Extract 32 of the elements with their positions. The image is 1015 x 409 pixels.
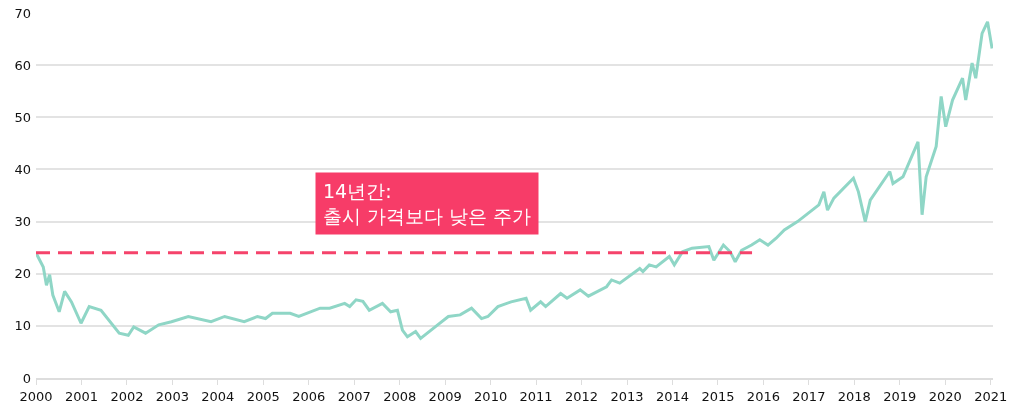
x-tick-label: 2003 xyxy=(155,388,189,404)
x-tick-label: 2000 xyxy=(19,388,53,404)
annotation: 14년간: 출시 가격보다 낮은 주가 xyxy=(323,180,532,227)
x-tick-label: 2014 xyxy=(655,388,690,404)
x-tick-label: 2017 xyxy=(792,388,826,404)
x-tick-label: 2016 xyxy=(746,388,780,404)
x-tick-label: 2008 xyxy=(383,388,417,404)
line-series xyxy=(36,20,993,340)
x-tick-label: 2002 xyxy=(110,388,144,404)
x-tick-label: 2001 xyxy=(64,388,99,404)
y-tick-label: 40 xyxy=(14,161,31,177)
y-tick-label: 70 xyxy=(14,5,31,21)
x-tick-label: 2015 xyxy=(701,388,735,404)
x-tick-label: 2020 xyxy=(928,388,962,404)
y-tick-label: 0 xyxy=(22,370,31,386)
x-tick-label: 2013 xyxy=(610,388,644,404)
y-tick-label: 10 xyxy=(14,318,31,334)
x-tick-label: 2012 xyxy=(565,388,599,404)
x-tick-label: 2007 xyxy=(337,388,371,404)
x-tick-label: 2011 xyxy=(519,388,553,404)
x-tick-label: 2006 xyxy=(292,388,326,404)
y-tick-label: 60 xyxy=(14,57,31,73)
x-tick-label: 2009 xyxy=(428,388,462,404)
x-tick-label: 2004 xyxy=(201,388,235,404)
y-tick-label: 30 xyxy=(14,214,31,230)
x-tick-label: 2010 xyxy=(474,388,508,404)
x-tick-label: 2019 xyxy=(883,388,917,404)
y-tick-label: 20 xyxy=(14,266,31,282)
x-tick-label: 2021 xyxy=(974,388,1008,404)
x-tick-label: 2018 xyxy=(837,388,871,404)
x-tick-label: 2005 xyxy=(246,388,280,404)
y-tick-label: 50 xyxy=(14,109,31,125)
